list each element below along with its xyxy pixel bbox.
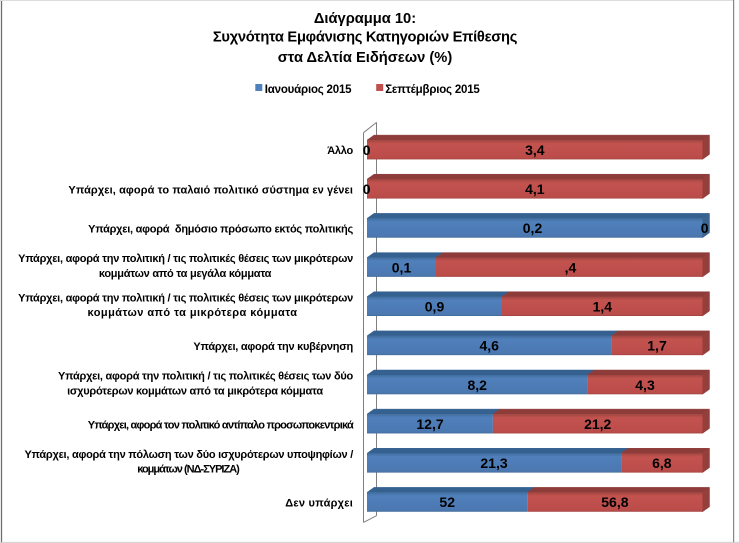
svg-text:0,2: 0,2 — [523, 220, 543, 236]
svg-text:Υπάρχει, αφορά την κυβέρνηση: Υπάρχει, αφορά την κυβέρνηση — [193, 341, 353, 353]
svg-text:8,2: 8,2 — [467, 377, 487, 393]
svg-text:3,4: 3,4 — [525, 142, 545, 158]
svg-text:56,8: 56,8 — [601, 494, 628, 510]
svg-text:4,6: 4,6 — [479, 338, 499, 354]
svg-text:12,7: 12,7 — [416, 416, 443, 432]
svg-text:0: 0 — [363, 142, 371, 158]
svg-text:ισχυρότερων κομμάτων από τα μι: ισχυρότερων κομμάτων από τα μικρότερα κό… — [67, 385, 323, 397]
svg-text:Υπάρχει, αφορά δημόσιο πρόσωπ: Υπάρχει, αφορά δημόσιο πρόσωπο εκτός πολ… — [88, 224, 353, 236]
svg-text:κομμάτων από τα μεγάλα κόμματα: κομμάτων από τα μεγάλα κόμματα — [99, 268, 272, 280]
svg-text:21,3: 21,3 — [480, 455, 507, 471]
svg-text:Υπάρχει, αφορά τον πολιτικό αν: Υπάρχει, αφορά τον πολιτικό αντίπαλο προ… — [88, 419, 354, 431]
svg-text:Συχνότητα Εμφάνισης Κατηγοριών: Συχνότητα Εμφάνισης Κατηγοριών Επίθεσης — [213, 29, 518, 45]
svg-text:Υπάρχει, αφορά την πολιτική /: Υπάρχει, αφορά την πολιτική / τις πολιτι… — [18, 253, 353, 265]
svg-text:Άλλο: Άλλο — [327, 145, 353, 157]
svg-text:Υπάρχει, αφορά την πόλωση των: Υπάρχει, αφορά την πόλωση των δύο ισχυρό… — [24, 449, 353, 461]
svg-text:4,1: 4,1 — [525, 181, 545, 197]
svg-text:6,8: 6,8 — [652, 455, 672, 471]
svg-text:0: 0 — [363, 181, 371, 197]
svg-text:Σεπτέμβριος 2015: Σεπτέμβριος 2015 — [385, 84, 480, 96]
svg-text:4,3: 4,3 — [635, 377, 655, 393]
svg-text:κομμάτων (ΝΔ-ΣΥΡΙΖΑ): κομμάτων (ΝΔ-ΣΥΡΙΖΑ) — [137, 464, 240, 476]
svg-text:Υπάρχει, αφορά την πολιτική /: Υπάρχει, αφορά την πολιτική / τις πολιτι… — [58, 371, 353, 383]
svg-text:Ιανουάριος 2015: Ιανουάριος 2015 — [265, 84, 352, 96]
svg-text:0: 0 — [701, 220, 709, 236]
svg-text:Δεν υπάρχει: Δεν υπάρχει — [285, 498, 353, 510]
svg-text:52: 52 — [439, 494, 455, 510]
svg-text:21,2: 21,2 — [584, 416, 611, 432]
svg-text:κομμάτων από τα μικρότερα κόμμ: κομμάτων από τα μικρότερα κόμματα — [88, 307, 298, 319]
svg-text:Υπάρχει, αφορά το παλαιό πολιτ: Υπάρχει, αφορά το παλαιό πολιτικό σύστημ… — [68, 184, 353, 196]
svg-text:1,4: 1,4 — [593, 298, 613, 314]
svg-text:Διάγραμμα 10:: Διάγραμμα 10: — [314, 11, 416, 27]
svg-text:στα Δελτία Ειδήσεων (%): στα Δελτία Ειδήσεων (%) — [278, 50, 453, 66]
svg-text:1,7: 1,7 — [647, 338, 667, 354]
svg-text:0,9: 0,9 — [425, 298, 445, 314]
svg-text:Υπάρχει, αφορά την πολιτική /: Υπάρχει, αφορά την πολιτική / τις πολιτι… — [18, 292, 353, 304]
svg-text:0,1: 0,1 — [392, 259, 412, 275]
svg-text:,4: ,4 — [565, 259, 577, 275]
